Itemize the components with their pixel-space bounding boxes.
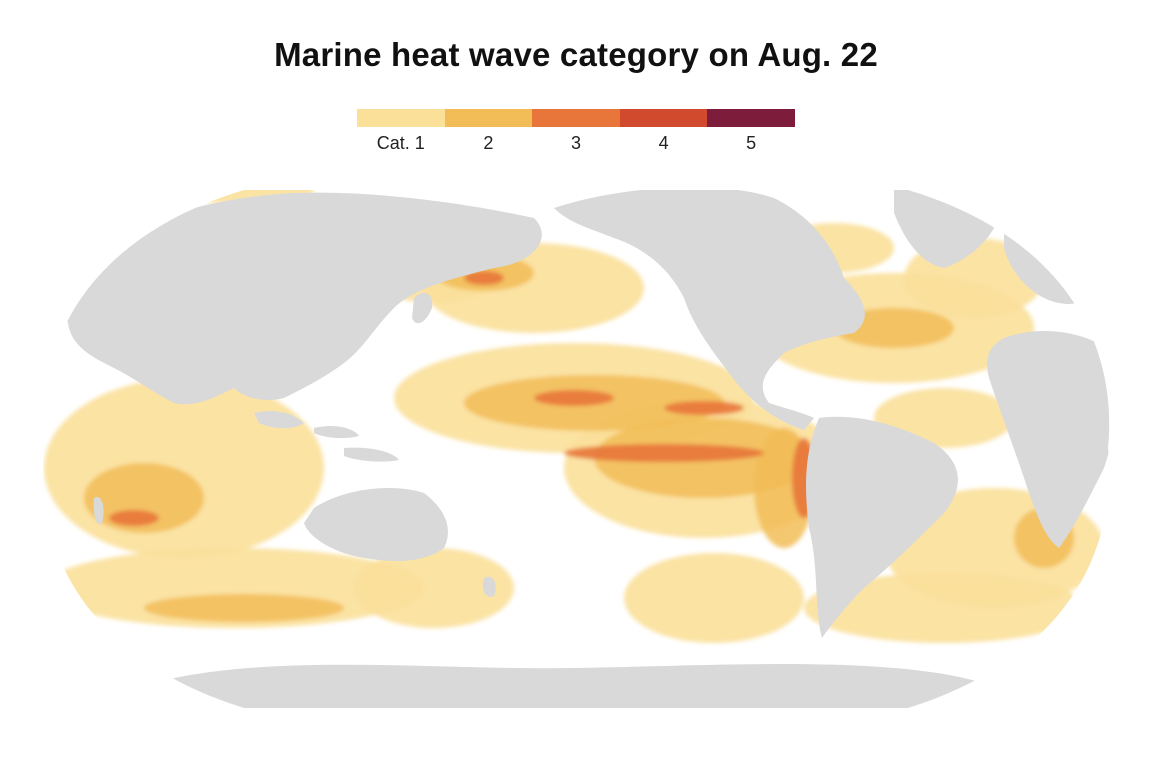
land-indonesia (254, 411, 399, 462)
legend-swatch-cat-3 (532, 109, 620, 127)
land-south-america (806, 416, 958, 638)
land-africa (987, 330, 1110, 548)
legend-swatch-cat-2 (444, 109, 533, 127)
legend-label-cat-4: 4 (658, 133, 669, 153)
legend-swatch-cat-1 (357, 109, 445, 127)
legend-swatch-cat-5 (707, 109, 795, 127)
heatwave-cat-3-areas (109, 271, 816, 526)
legend-swatch-cat-4 (619, 109, 708, 127)
world-map (14, 168, 1138, 730)
legend-label-cat-1: Cat. 1 (376, 133, 425, 153)
legend-color-bar (357, 109, 795, 127)
legend-label-cat-2: 2 (483, 133, 494, 153)
land-arctic-islands (634, 190, 774, 191)
legend-label-cat-3: 3 (570, 133, 581, 153)
world-map-svg (42, 190, 1110, 708)
land-antarctica (134, 663, 1014, 708)
land-japan (412, 292, 433, 324)
category-legend: Cat. 1 2 3 4 5 (357, 109, 795, 159)
land-layer (66, 190, 1110, 708)
land-new-zealand (482, 576, 496, 597)
land-australia (304, 488, 448, 561)
land-eurasia (66, 192, 542, 405)
legend-labels: Cat. 1 2 3 4 5 (357, 133, 795, 154)
map-title: Marine heat wave category on Aug. 22 (274, 36, 878, 73)
legend-label-cat-5: 5 (746, 133, 757, 153)
land-madagascar (93, 497, 104, 525)
globe (42, 190, 1110, 708)
land-north-america (554, 190, 865, 430)
